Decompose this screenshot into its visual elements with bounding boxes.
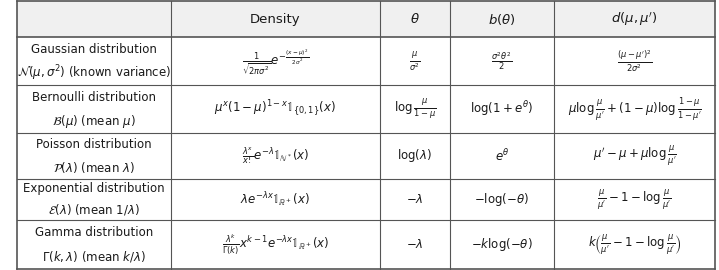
Text: $\frac{\mu}{\sigma^2}$: $\frac{\mu}{\sigma^2}$: [409, 50, 421, 73]
Text: $\log(\lambda)$: $\log(\lambda)$: [398, 147, 432, 164]
Text: Gamma distribution: Gamma distribution: [35, 226, 153, 239]
Text: $k\left(\frac{\mu}{\mu'}-1-\log\frac{\mu}{\mu'}\right)$: $k\left(\frac{\mu}{\mu'}-1-\log\frac{\mu…: [587, 232, 682, 256]
Text: $\mathcal{P}(\lambda)$ (mean $\lambda$): $\mathcal{P}(\lambda)$ (mean $\lambda$): [53, 160, 135, 175]
Text: $\Gamma(k,\lambda)$ (mean $k/\lambda$): $\Gamma(k,\lambda)$ (mean $k/\lambda$): [42, 249, 146, 264]
Text: Density: Density: [250, 13, 301, 26]
Text: $-\lambda$: $-\lambda$: [406, 238, 423, 251]
Text: $\frac{\sigma^2\theta^2}{2}$: $\frac{\sigma^2\theta^2}{2}$: [492, 50, 513, 72]
Text: $-\lambda$: $-\lambda$: [406, 193, 423, 206]
Text: $\mu^x(1-\mu)^{1-x}\mathbb{1}_{\{0,1\}}(x)$: $\mu^x(1-\mu)^{1-x}\mathbb{1}_{\{0,1\}}(…: [214, 99, 336, 120]
Text: $\frac{\mu}{\mu'}-1-\log\frac{\mu}{\mu'}$: $\frac{\mu}{\mu'}-1-\log\frac{\mu}{\mu'}…: [597, 187, 672, 211]
Bar: [17, 1, 715, 37]
Text: $\mathcal{B}(\mu)$ (mean $\mu$): $\mathcal{B}(\mu)$ (mean $\mu$): [52, 113, 136, 130]
Text: $\log\frac{\mu}{1-\mu}$: $\log\frac{\mu}{1-\mu}$: [393, 98, 436, 121]
Text: $\lambda e^{-\lambda x}\mathbb{1}_{\mathbb{R}^+}(x)$: $\lambda e^{-\lambda x}\mathbb{1}_{\math…: [240, 190, 310, 209]
Text: Poisson distribution: Poisson distribution: [36, 138, 152, 151]
Text: $\mu'-\mu+\mu\log\frac{\mu}{\mu'}$: $\mu'-\mu+\mu\log\frac{\mu}{\mu'}$: [592, 144, 677, 168]
Text: $\theta$: $\theta$: [410, 12, 420, 26]
Text: $b(\theta)$: $b(\theta)$: [488, 12, 516, 27]
Text: $\frac{1}{\sqrt{2\pi\sigma^2}}e^{-\frac{(x-\mu)^2}{2\sigma^2}}$: $\frac{1}{\sqrt{2\pi\sigma^2}}e^{-\frac{…: [242, 47, 308, 76]
Text: $\log(1+e^\theta)$: $\log(1+e^\theta)$: [470, 100, 533, 119]
Text: $\frac{\lambda^k}{\Gamma(k)}x^{k-1}e^{-\lambda x}\mathbb{1}_{\mathbb{R}^+}(x)$: $\frac{\lambda^k}{\Gamma(k)}x^{k-1}e^{-\…: [221, 232, 329, 257]
Text: Gaussian distribution: Gaussian distribution: [31, 43, 157, 56]
Text: $\mathcal{N}(\mu,\sigma^2)$ (known variance): $\mathcal{N}(\mu,\sigma^2)$ (known varia…: [17, 63, 171, 83]
Text: Exponential distribution: Exponential distribution: [23, 183, 165, 195]
Text: $-k\log(-\theta)$: $-k\log(-\theta)$: [471, 236, 533, 253]
Text: $\mathcal{E}(\lambda)$ (mean $1/\lambda$): $\mathcal{E}(\lambda)$ (mean $1/\lambda$…: [48, 202, 140, 217]
Text: $\mu\log\frac{\mu}{\mu'}+(1-\mu)\log\frac{1-\mu}{1-\mu'}$: $\mu\log\frac{\mu}{\mu'}+(1-\mu)\log\fra…: [567, 96, 702, 123]
Text: $\frac{(\mu-\mu')^2}{2\sigma^2}$: $\frac{(\mu-\mu')^2}{2\sigma^2}$: [617, 49, 652, 74]
Text: $e^\theta$: $e^\theta$: [495, 148, 509, 164]
Text: $\frac{\lambda^x}{x!}e^{-\lambda}\mathbb{1}_{\mathbb{N}^*}(x)$: $\frac{\lambda^x}{x!}e^{-\lambda}\mathbb…: [242, 146, 309, 167]
Text: $d(\mu,\mu')$: $d(\mu,\mu')$: [611, 11, 658, 28]
Text: Bernoulli distribution: Bernoulli distribution: [32, 91, 156, 104]
Text: $-\log(-\theta)$: $-\log(-\theta)$: [475, 191, 529, 208]
